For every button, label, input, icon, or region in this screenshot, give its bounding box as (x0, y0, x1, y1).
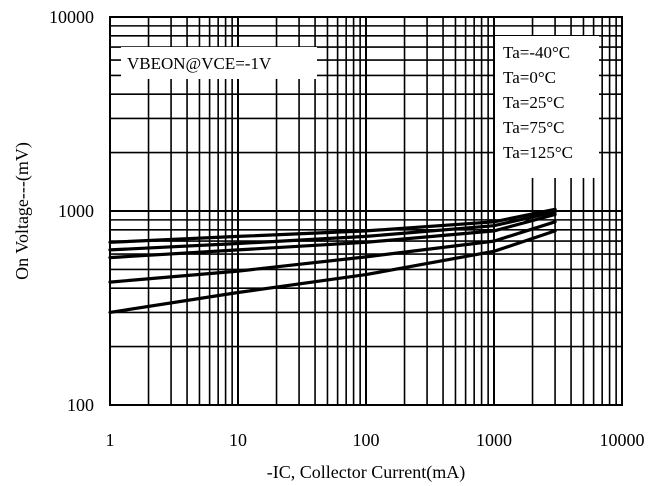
legend: Ta=-40°C Ta=0°C Ta=25°C Ta=75°C Ta=125°C (503, 43, 573, 162)
legend-entry: Ta=-40°C (503, 43, 570, 62)
series-line (108, 220, 557, 284)
x-tick-label: 1000 (476, 430, 512, 450)
x-tick-label: 10 (229, 430, 247, 450)
legend-entry: Ta=0°C (503, 68, 556, 87)
legend-entry: Ta=25°C (503, 93, 564, 112)
x-tick-label: 1 (106, 430, 115, 450)
series-line (108, 210, 557, 252)
condition-annotation: VBEON@VCE=-1V (127, 54, 272, 73)
legend-entry: Ta=125°C (503, 143, 573, 162)
series-line (108, 212, 557, 260)
x-axis-title: -IC, Collector Current(mA) (267, 462, 465, 483)
legend-box (495, 36, 599, 178)
y-axis-title: On Voltage---(mV) (12, 142, 33, 280)
y-tick-labels: 100 1000 10000 (49, 7, 94, 415)
annotation-box (121, 47, 317, 79)
x-tick-label: 10000 (600, 430, 645, 450)
plot-frame (109, 16, 623, 406)
x-tick-labels: 1 10 100 1000 10000 (106, 430, 645, 450)
y-tick-label: 1000 (58, 201, 94, 221)
major-grid (110, 17, 622, 405)
x-tick-label: 100 (353, 430, 380, 450)
y-tick-label: 100 (67, 395, 94, 415)
series-line (108, 229, 557, 314)
legend-entry: Ta=75°C (503, 118, 564, 137)
y-tick-label: 10000 (49, 7, 94, 27)
series-layer (108, 207, 557, 314)
series-line (108, 207, 557, 244)
